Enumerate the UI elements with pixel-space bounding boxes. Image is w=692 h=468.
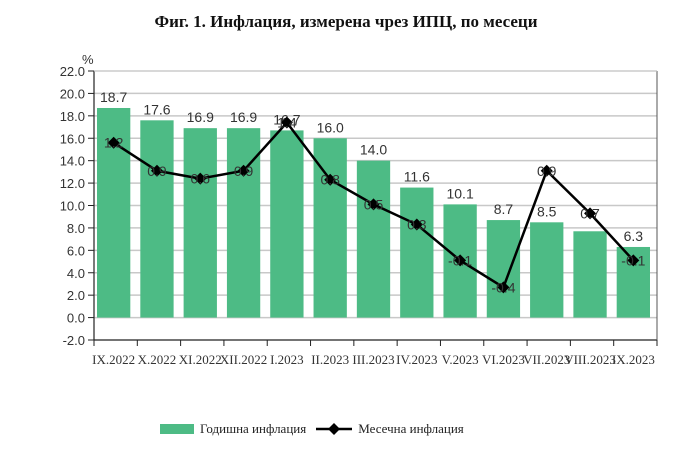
bar [486,220,521,318]
bar [400,187,434,318]
diamond-marker-icon [497,281,510,294]
diamond-marker-icon [410,218,423,231]
legend-line-label: Месечна инфлация [358,421,464,436]
x-tick-label: IX.2022 [92,352,135,367]
y-tick-label: 16.0 [60,131,85,146]
bar-value-label: 14.0 [360,142,387,158]
bar [140,120,174,318]
legend-bar-swatch [160,424,194,434]
x-tick-label: XII.2022 [220,352,267,367]
bar-value-label: 11.6 [404,169,430,185]
x-tick-label: VII.2023 [523,352,570,367]
y-tick-label: 0.0 [67,311,85,326]
diamond-marker-icon [107,136,120,149]
bar [356,160,391,318]
y-tick-label: 8.0 [67,221,85,236]
y-tick-label: 2.0 [67,288,85,303]
y-tick-label: 10.0 [60,199,85,214]
bar [313,138,347,318]
bar-value-label: 8.5 [537,203,557,219]
x-tick-label: I.2023 [270,352,304,367]
bar-value-label: 16.9 [230,109,257,125]
bar-value-label: 16.0 [317,119,344,135]
line-value-label: 0.6 [191,171,211,187]
x-tick-label: IX.2023 [612,352,655,367]
line-value-label: 1.4 [277,115,297,131]
line-value-label: 0.7 [580,205,600,221]
line-value-label: -0.1 [448,252,472,268]
legend-diamond-line-icon [316,423,353,435]
x-tick-label: IV.2023 [396,352,437,367]
y-tick-label: 12.0 [60,176,85,191]
line-value-label: 0.3 [407,217,427,233]
diamond-marker-icon [150,164,163,177]
x-tick-label: VI.2023 [482,352,525,367]
x-tick-label: V.2023 [442,352,479,367]
line-value-label: 0.9 [147,163,167,179]
x-tick-label: XI.2022 [179,352,222,367]
line-value-label: 0.9 [537,163,557,179]
diamond-marker-icon [584,207,597,220]
line-value-label: 0.5 [364,196,384,212]
diamond-marker-icon [194,172,207,185]
x-tick-label: VIII.2023 [564,352,616,367]
y-axis-unit: % [82,52,94,67]
diamond-marker-icon [237,164,250,177]
diamond-marker-icon [367,198,380,211]
bar [183,128,217,318]
y-tick-label: 18.0 [60,109,85,124]
line-value-label: -0.4 [491,279,515,295]
line-value-label: 0.8 [320,172,340,188]
x-tick-label: X.2022 [138,352,177,367]
legend-bar-label: Годишна инфлация [200,421,307,436]
line-value-label: 1.2 [104,135,124,151]
y-tick-label: -2.0 [63,333,85,348]
bar [270,130,304,318]
chart-title: Фиг. 1. Инфлация, измерена чрез ИПЦ, по … [154,12,538,31]
bar-value-label: 6.3 [624,228,644,244]
bar-value-label: 8.7 [494,201,514,217]
bar [573,231,607,318]
y-tick-label: 6.0 [67,243,85,258]
diamond-marker-icon [280,116,293,129]
y-tick-label: 14.0 [60,154,85,169]
bar-value-label: 18.7 [100,89,127,105]
bar [530,222,564,318]
line-value-label: -0.1 [621,252,645,268]
x-tick-label: III.2023 [352,352,394,367]
x-tick-label: II.2023 [311,352,349,367]
diamond-marker-icon [540,164,553,177]
diamond-marker-icon [627,254,640,267]
diamond-marker-icon [454,254,467,267]
bar-value-label: 10.1 [446,185,473,201]
line-value-label: 0.9 [234,163,254,179]
legend: Годишна инфлация Месечна инфлация [160,421,464,437]
diamond-marker-icon [324,173,337,186]
y-tick-label: 22.0 [60,64,85,79]
bar-value-label: 17.6 [143,101,170,117]
y-tick-label: 4.0 [67,266,85,281]
y-tick-label: 20.0 [60,86,85,101]
bar-value-label: 16.9 [187,109,214,125]
